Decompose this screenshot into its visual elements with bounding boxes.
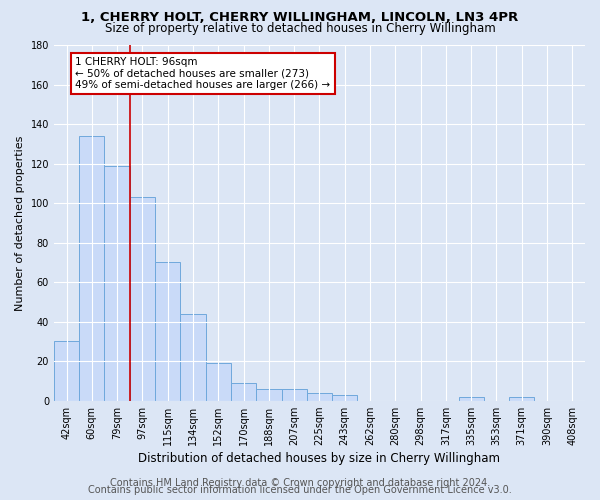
Bar	[281, 389, 307, 400]
Bar	[181, 314, 206, 400]
Bar	[332, 395, 358, 400]
Text: 1 CHERRY HOLT: 96sqm
← 50% of detached houses are smaller (273)
49% of semi-deta: 1 CHERRY HOLT: 96sqm ← 50% of detached h…	[76, 57, 331, 90]
Bar	[130, 197, 155, 400]
Bar	[155, 262, 181, 400]
Bar	[79, 136, 104, 400]
Bar	[458, 396, 484, 400]
Bar	[54, 342, 79, 400]
X-axis label: Distribution of detached houses by size in Cherry Willingham: Distribution of detached houses by size …	[139, 452, 500, 465]
Text: Contains HM Land Registry data © Crown copyright and database right 2024.: Contains HM Land Registry data © Crown c…	[110, 478, 490, 488]
Bar	[307, 393, 332, 400]
Bar	[104, 166, 130, 400]
Y-axis label: Number of detached properties: Number of detached properties	[15, 135, 25, 310]
Text: Size of property relative to detached houses in Cherry Willingham: Size of property relative to detached ho…	[104, 22, 496, 35]
Text: 1, CHERRY HOLT, CHERRY WILLINGHAM, LINCOLN, LN3 4PR: 1, CHERRY HOLT, CHERRY WILLINGHAM, LINCO…	[82, 11, 518, 24]
Bar	[509, 396, 535, 400]
Bar	[231, 383, 256, 400]
Bar	[206, 363, 231, 401]
Bar	[256, 389, 281, 400]
Text: Contains public sector information licensed under the Open Government Licence v3: Contains public sector information licen…	[88, 485, 512, 495]
